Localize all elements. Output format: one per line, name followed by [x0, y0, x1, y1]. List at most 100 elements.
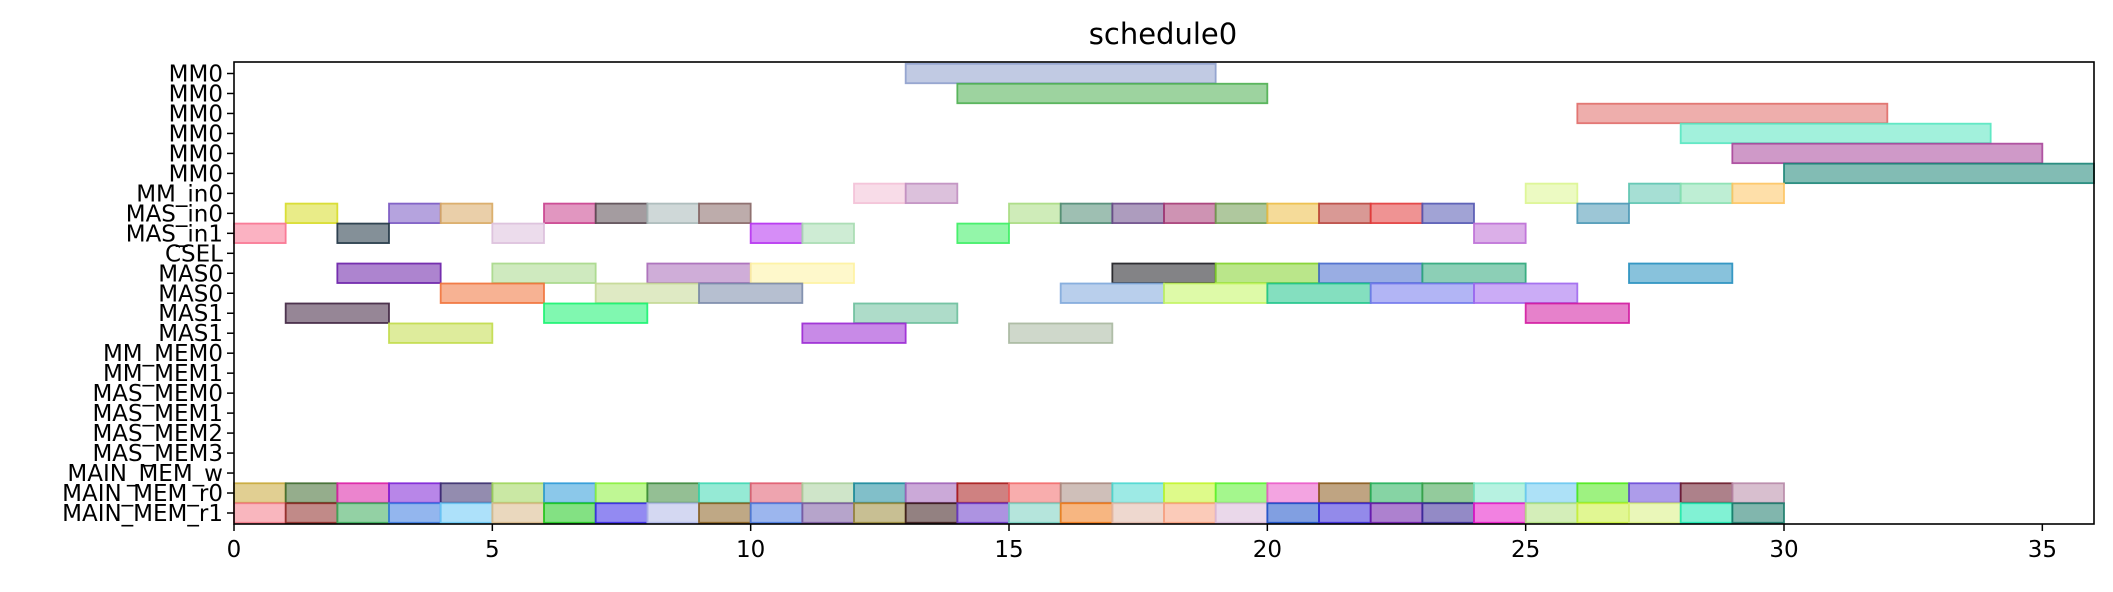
x-tick-label: 15: [994, 537, 1023, 563]
task-bar: [1679, 482, 1734, 504]
task-bar: [853, 302, 959, 324]
task-bar: [1318, 482, 1372, 504]
task-bar: [1679, 122, 1992, 145]
y-tick-label: MM_MEM0: [103, 341, 223, 367]
x-axis: 0 5 10 15 20 25 30 35: [227, 524, 2057, 563]
task-bar: [233, 222, 287, 244]
task-bar: [853, 182, 907, 205]
task-bar: [388, 482, 442, 504]
chart-title: schedule0: [1089, 17, 1237, 51]
task-bar: [543, 202, 597, 224]
task-bar: [1524, 182, 1579, 205]
y-tick-label: MAS_MEM2: [92, 421, 223, 447]
task-bar: [1628, 502, 1682, 524]
task-bar: [904, 482, 959, 504]
x-tick-label: 20: [1253, 537, 1282, 563]
task-bar: [594, 502, 649, 524]
task-bar: [801, 482, 855, 504]
task-bar: [1473, 482, 1527, 504]
task-bar: [1111, 262, 1217, 284]
task-bar: [1214, 262, 1320, 284]
task-bar: [1369, 502, 1424, 524]
x-tick-label: 5: [485, 537, 500, 563]
y-tick-label: MAS_MEM1: [92, 401, 223, 427]
task-bar: [336, 222, 390, 244]
x-tick-label: 30: [1769, 537, 1798, 563]
task-bar: [1318, 262, 1424, 284]
task-bar: [1473, 282, 1579, 304]
task-bar: [749, 482, 804, 504]
y-tick-label: MAS0: [158, 261, 223, 287]
task-bar: [1524, 502, 1579, 524]
task-bar: [1008, 482, 1062, 504]
task-bar: [1163, 282, 1269, 304]
task-bar: [1524, 302, 1630, 324]
y-tick-label: MM0: [169, 161, 223, 187]
y-tick-label: MM0: [169, 121, 223, 147]
task-bar: [1628, 182, 1682, 205]
task-bar: [801, 222, 855, 244]
y-tick-label: MM0: [169, 141, 223, 167]
task-bar: [853, 502, 907, 524]
task-bar: [1473, 502, 1527, 524]
task-bar: [439, 282, 545, 304]
task-bar: [1628, 482, 1682, 504]
task-bar: [233, 502, 287, 524]
task-bar: [698, 282, 804, 304]
plot-frame: [233, 61, 2095, 525]
task-bar: [1731, 142, 2044, 165]
task-bar: [749, 262, 855, 284]
task-bar: [904, 182, 959, 205]
task-bar: [1008, 322, 1114, 344]
task-bar: [1576, 102, 1889, 125]
task-bar: [1111, 502, 1165, 524]
task-bar: [1679, 182, 1734, 205]
task-bar: [594, 282, 700, 304]
task-bar: [1421, 202, 1475, 224]
task-bar: [388, 322, 494, 344]
task-bar: [543, 302, 649, 324]
task-bar: [698, 202, 752, 224]
task-bar: [336, 482, 390, 504]
task-bar: [594, 482, 649, 504]
task-bar: [1163, 202, 1217, 224]
task-bar: [956, 82, 1269, 105]
x-tick-label: 0: [227, 537, 242, 563]
y-tick-label: MAIN_MEM_r1: [62, 501, 223, 527]
task-bar: [491, 482, 545, 504]
y-tick-label: CSEL: [165, 241, 223, 267]
task-bar: [1214, 502, 1269, 524]
task-bar: [904, 502, 959, 524]
y-tick-label: MAIN_MEM_w: [67, 461, 223, 487]
task-bar: [1576, 202, 1630, 224]
task-bar: [284, 202, 339, 224]
task-bar: [956, 222, 1010, 244]
task-bar: [646, 482, 700, 504]
y-tick-label: MAS0: [158, 281, 223, 307]
y-tick-label: MM0: [169, 101, 223, 127]
task-bar: [698, 482, 752, 504]
task-bar: [491, 502, 545, 524]
task-bar: [646, 262, 752, 284]
task-bar: [1266, 502, 1320, 524]
y-axis: MM0MM0MM0MM0MM0MM0MM_in0MAS_in0MAS_in1CS…: [62, 62, 234, 527]
task-bar: [543, 482, 597, 504]
task-bar: [1318, 202, 1372, 224]
task-bar: [336, 502, 390, 524]
task-bar: [284, 502, 339, 524]
task-bar: [801, 502, 855, 524]
task-bar: [956, 482, 1010, 504]
task-bar: [1163, 482, 1217, 504]
bars-layer: [233, 62, 2095, 524]
task-bar: [853, 482, 907, 504]
task-bar: [1731, 482, 1785, 504]
task-bar: [1059, 282, 1165, 304]
task-bar: [1369, 202, 1424, 224]
task-bar: [1576, 482, 1630, 504]
task-bar: [1473, 222, 1527, 244]
task-bar: [1059, 202, 1114, 224]
y-tick-label: MM_MEM1: [103, 361, 223, 387]
task-bar: [1266, 482, 1320, 504]
task-bar: [1576, 502, 1630, 524]
